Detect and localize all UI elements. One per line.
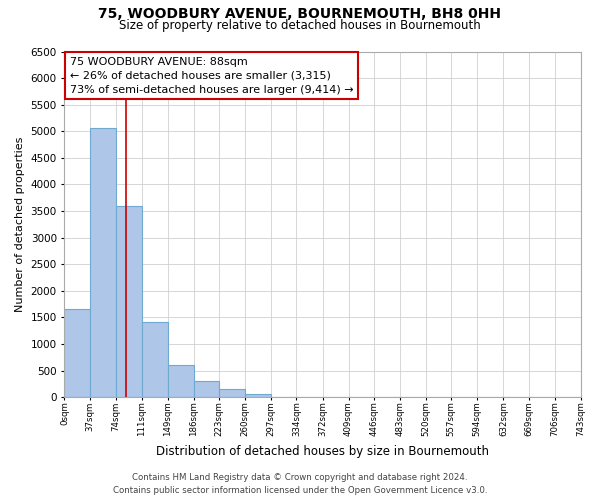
Text: Contains HM Land Registry data © Crown copyright and database right 2024.
Contai: Contains HM Land Registry data © Crown c… [113,474,487,495]
Text: 75, WOODBURY AVENUE, BOURNEMOUTH, BH8 0HH: 75, WOODBURY AVENUE, BOURNEMOUTH, BH8 0H… [98,8,502,22]
Bar [116,206,142,397]
Bar [168,364,194,397]
Bar [220,390,245,397]
Y-axis label: Number of detached properties: Number of detached properties [15,136,25,312]
Bar [194,381,220,397]
Bar [245,394,271,397]
Text: 75 WOODBURY AVENUE: 88sqm
← 26% of detached houses are smaller (3,315)
73% of se: 75 WOODBURY AVENUE: 88sqm ← 26% of detac… [70,56,353,94]
Bar [142,322,168,397]
Text: Size of property relative to detached houses in Bournemouth: Size of property relative to detached ho… [119,18,481,32]
Bar [64,310,90,397]
X-axis label: Distribution of detached houses by size in Bournemouth: Distribution of detached houses by size … [156,444,489,458]
Bar [90,128,116,397]
